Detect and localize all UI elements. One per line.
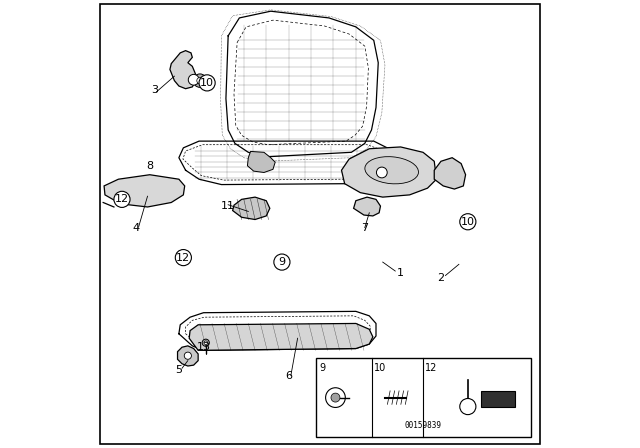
Text: 7: 7 — [361, 224, 369, 233]
Polygon shape — [232, 197, 270, 220]
Circle shape — [460, 399, 476, 415]
Text: 4: 4 — [132, 224, 140, 233]
Text: 00159839: 00159839 — [404, 421, 442, 430]
Circle shape — [376, 167, 387, 178]
Polygon shape — [189, 323, 373, 350]
Circle shape — [197, 78, 203, 84]
Polygon shape — [248, 151, 275, 172]
Polygon shape — [342, 147, 436, 197]
Polygon shape — [177, 346, 198, 366]
Circle shape — [175, 250, 191, 266]
Text: 1: 1 — [397, 268, 404, 278]
Text: 9: 9 — [278, 257, 285, 267]
Text: 10: 10 — [374, 363, 386, 373]
Circle shape — [204, 341, 207, 345]
Text: 12: 12 — [115, 194, 129, 204]
Polygon shape — [104, 175, 185, 207]
Circle shape — [331, 393, 340, 402]
Text: 12: 12 — [176, 253, 191, 263]
Circle shape — [460, 214, 476, 230]
Circle shape — [274, 254, 290, 270]
Circle shape — [326, 388, 346, 408]
Text: 13: 13 — [196, 342, 211, 352]
Polygon shape — [435, 158, 465, 189]
Text: 10: 10 — [461, 217, 475, 227]
Bar — [316, 358, 531, 437]
Circle shape — [202, 339, 209, 346]
Text: 6: 6 — [285, 371, 292, 381]
Text: 11: 11 — [221, 201, 235, 211]
Circle shape — [193, 74, 207, 87]
Text: 3: 3 — [151, 85, 157, 95]
Text: 12: 12 — [425, 363, 438, 373]
Text: 2: 2 — [437, 273, 445, 283]
Bar — [481, 391, 515, 407]
Text: 5: 5 — [175, 365, 182, 375]
Circle shape — [188, 74, 199, 85]
Text: 9: 9 — [319, 363, 325, 373]
Text: 8: 8 — [146, 161, 154, 171]
Circle shape — [199, 75, 215, 91]
Circle shape — [114, 191, 130, 207]
Circle shape — [184, 352, 191, 359]
Ellipse shape — [365, 157, 419, 184]
Text: 10: 10 — [200, 78, 214, 88]
Polygon shape — [353, 197, 380, 216]
Polygon shape — [170, 51, 195, 89]
